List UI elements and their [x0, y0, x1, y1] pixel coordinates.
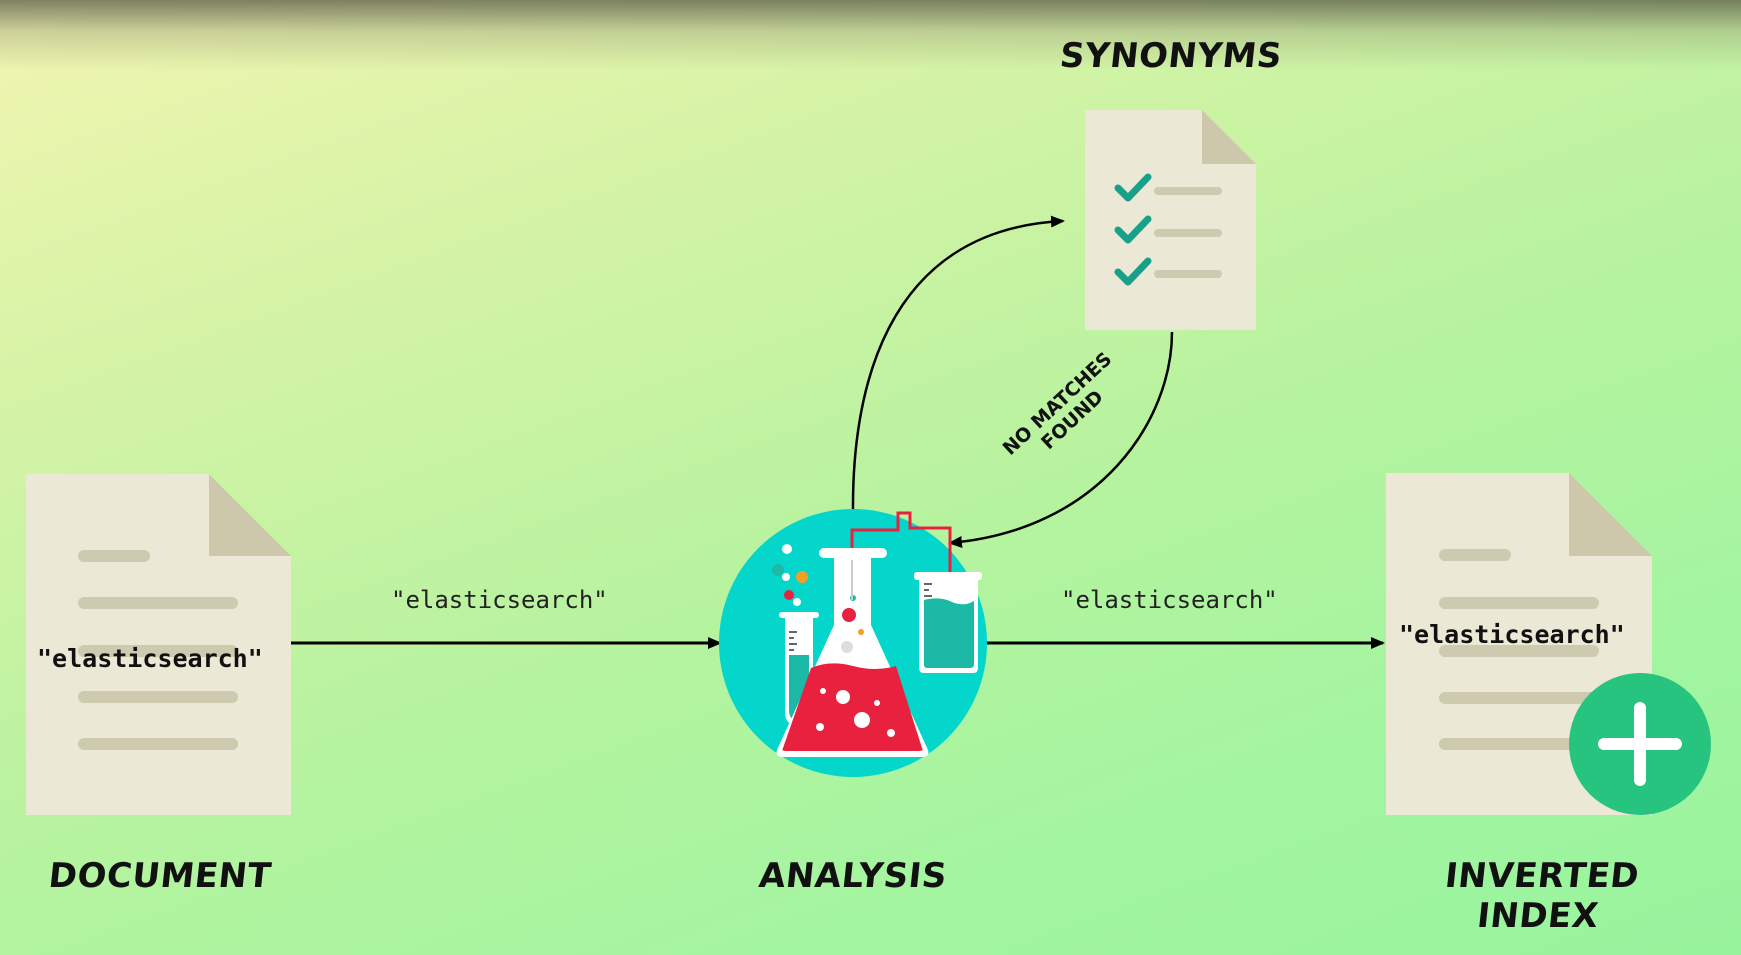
arrow-analysis-to-synonyms: [851, 215, 1065, 513]
analysis-to-index-label: "elasticsearch": [1061, 586, 1278, 614]
add-icon: [1569, 673, 1711, 815]
check-icon: [1114, 257, 1152, 286]
arrow-synonyms-to-analysis: [948, 331, 1174, 548]
synonyms-document-icon: [1085, 110, 1256, 330]
doc-to-analysis-label: "elasticsearch": [391, 586, 608, 614]
analysis-caption: ANALYSIS: [757, 856, 949, 896]
synonyms-caption: SYNONYMS: [1057, 36, 1284, 76]
document-caption: DOCUMENT: [46, 856, 274, 896]
document-text: "elasticsearch": [37, 644, 263, 673]
check-icon: [1114, 215, 1152, 244]
source-document-icon: [26, 474, 291, 815]
lab-flask-icon: [719, 509, 987, 777]
index-text: "elasticsearch": [1399, 620, 1625, 649]
inverted-index-caption: INVERTED INDEX: [1443, 856, 1642, 936]
check-icon: [1114, 173, 1152, 202]
top-shade: [0, 0, 1741, 70]
